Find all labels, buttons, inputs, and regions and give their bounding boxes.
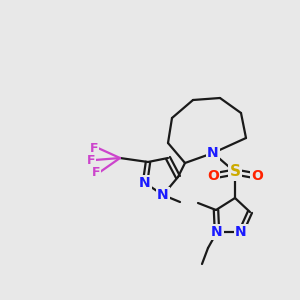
Text: F: F [87, 154, 95, 166]
Text: N: N [207, 146, 219, 160]
Text: F: F [92, 166, 100, 178]
Text: F: F [90, 142, 98, 154]
Text: N: N [157, 188, 169, 202]
Text: N: N [235, 225, 247, 239]
Text: N: N [139, 176, 151, 190]
Text: S: S [230, 164, 241, 179]
Text: O: O [207, 169, 219, 183]
Text: N: N [211, 225, 223, 239]
Text: O: O [251, 169, 263, 183]
